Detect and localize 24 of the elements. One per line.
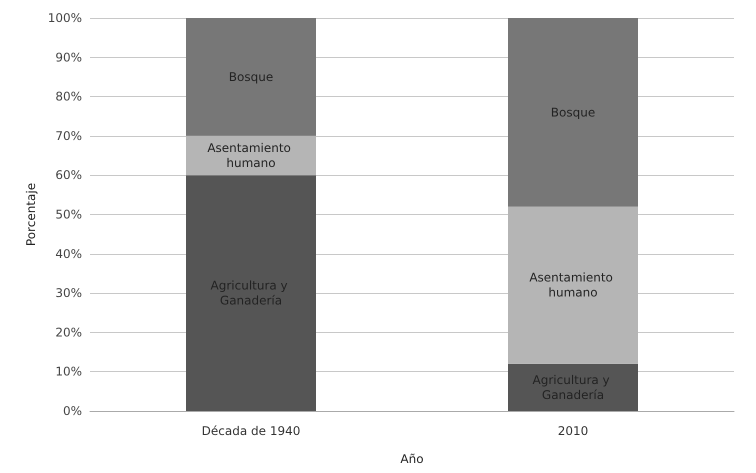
x-tick-label: 2010 xyxy=(558,424,588,438)
y-tick-label: 30% xyxy=(55,286,82,300)
series-label: Bosque xyxy=(228,70,274,84)
y-axis-title: Porcentaje xyxy=(24,182,38,246)
y-tick-label: 50% xyxy=(55,208,82,222)
text: Bosque xyxy=(550,105,596,120)
y-tick-label: 0% xyxy=(62,404,82,418)
x-tick-label: Década de 1940 xyxy=(202,424,300,438)
y-tick-label: 90% xyxy=(55,50,82,64)
bar xyxy=(186,175,316,411)
bar xyxy=(508,364,638,411)
bar xyxy=(508,18,638,207)
series-label: Asentamiento humano xyxy=(207,141,295,170)
bar xyxy=(508,206,638,364)
x-axis-title: Año xyxy=(400,452,424,466)
y-tick-label: 10% xyxy=(55,364,82,379)
bar xyxy=(186,18,316,136)
y-tick-label: 70% xyxy=(55,128,82,143)
y-tick-label: 40% xyxy=(55,246,82,261)
y-tick-label: 60% xyxy=(55,168,82,182)
text: Asentamiento humano xyxy=(529,270,613,300)
y-tick-label: 100% xyxy=(48,11,82,25)
y-tick-label: 80% xyxy=(55,90,82,104)
y-tick-label: 20% xyxy=(55,325,82,340)
